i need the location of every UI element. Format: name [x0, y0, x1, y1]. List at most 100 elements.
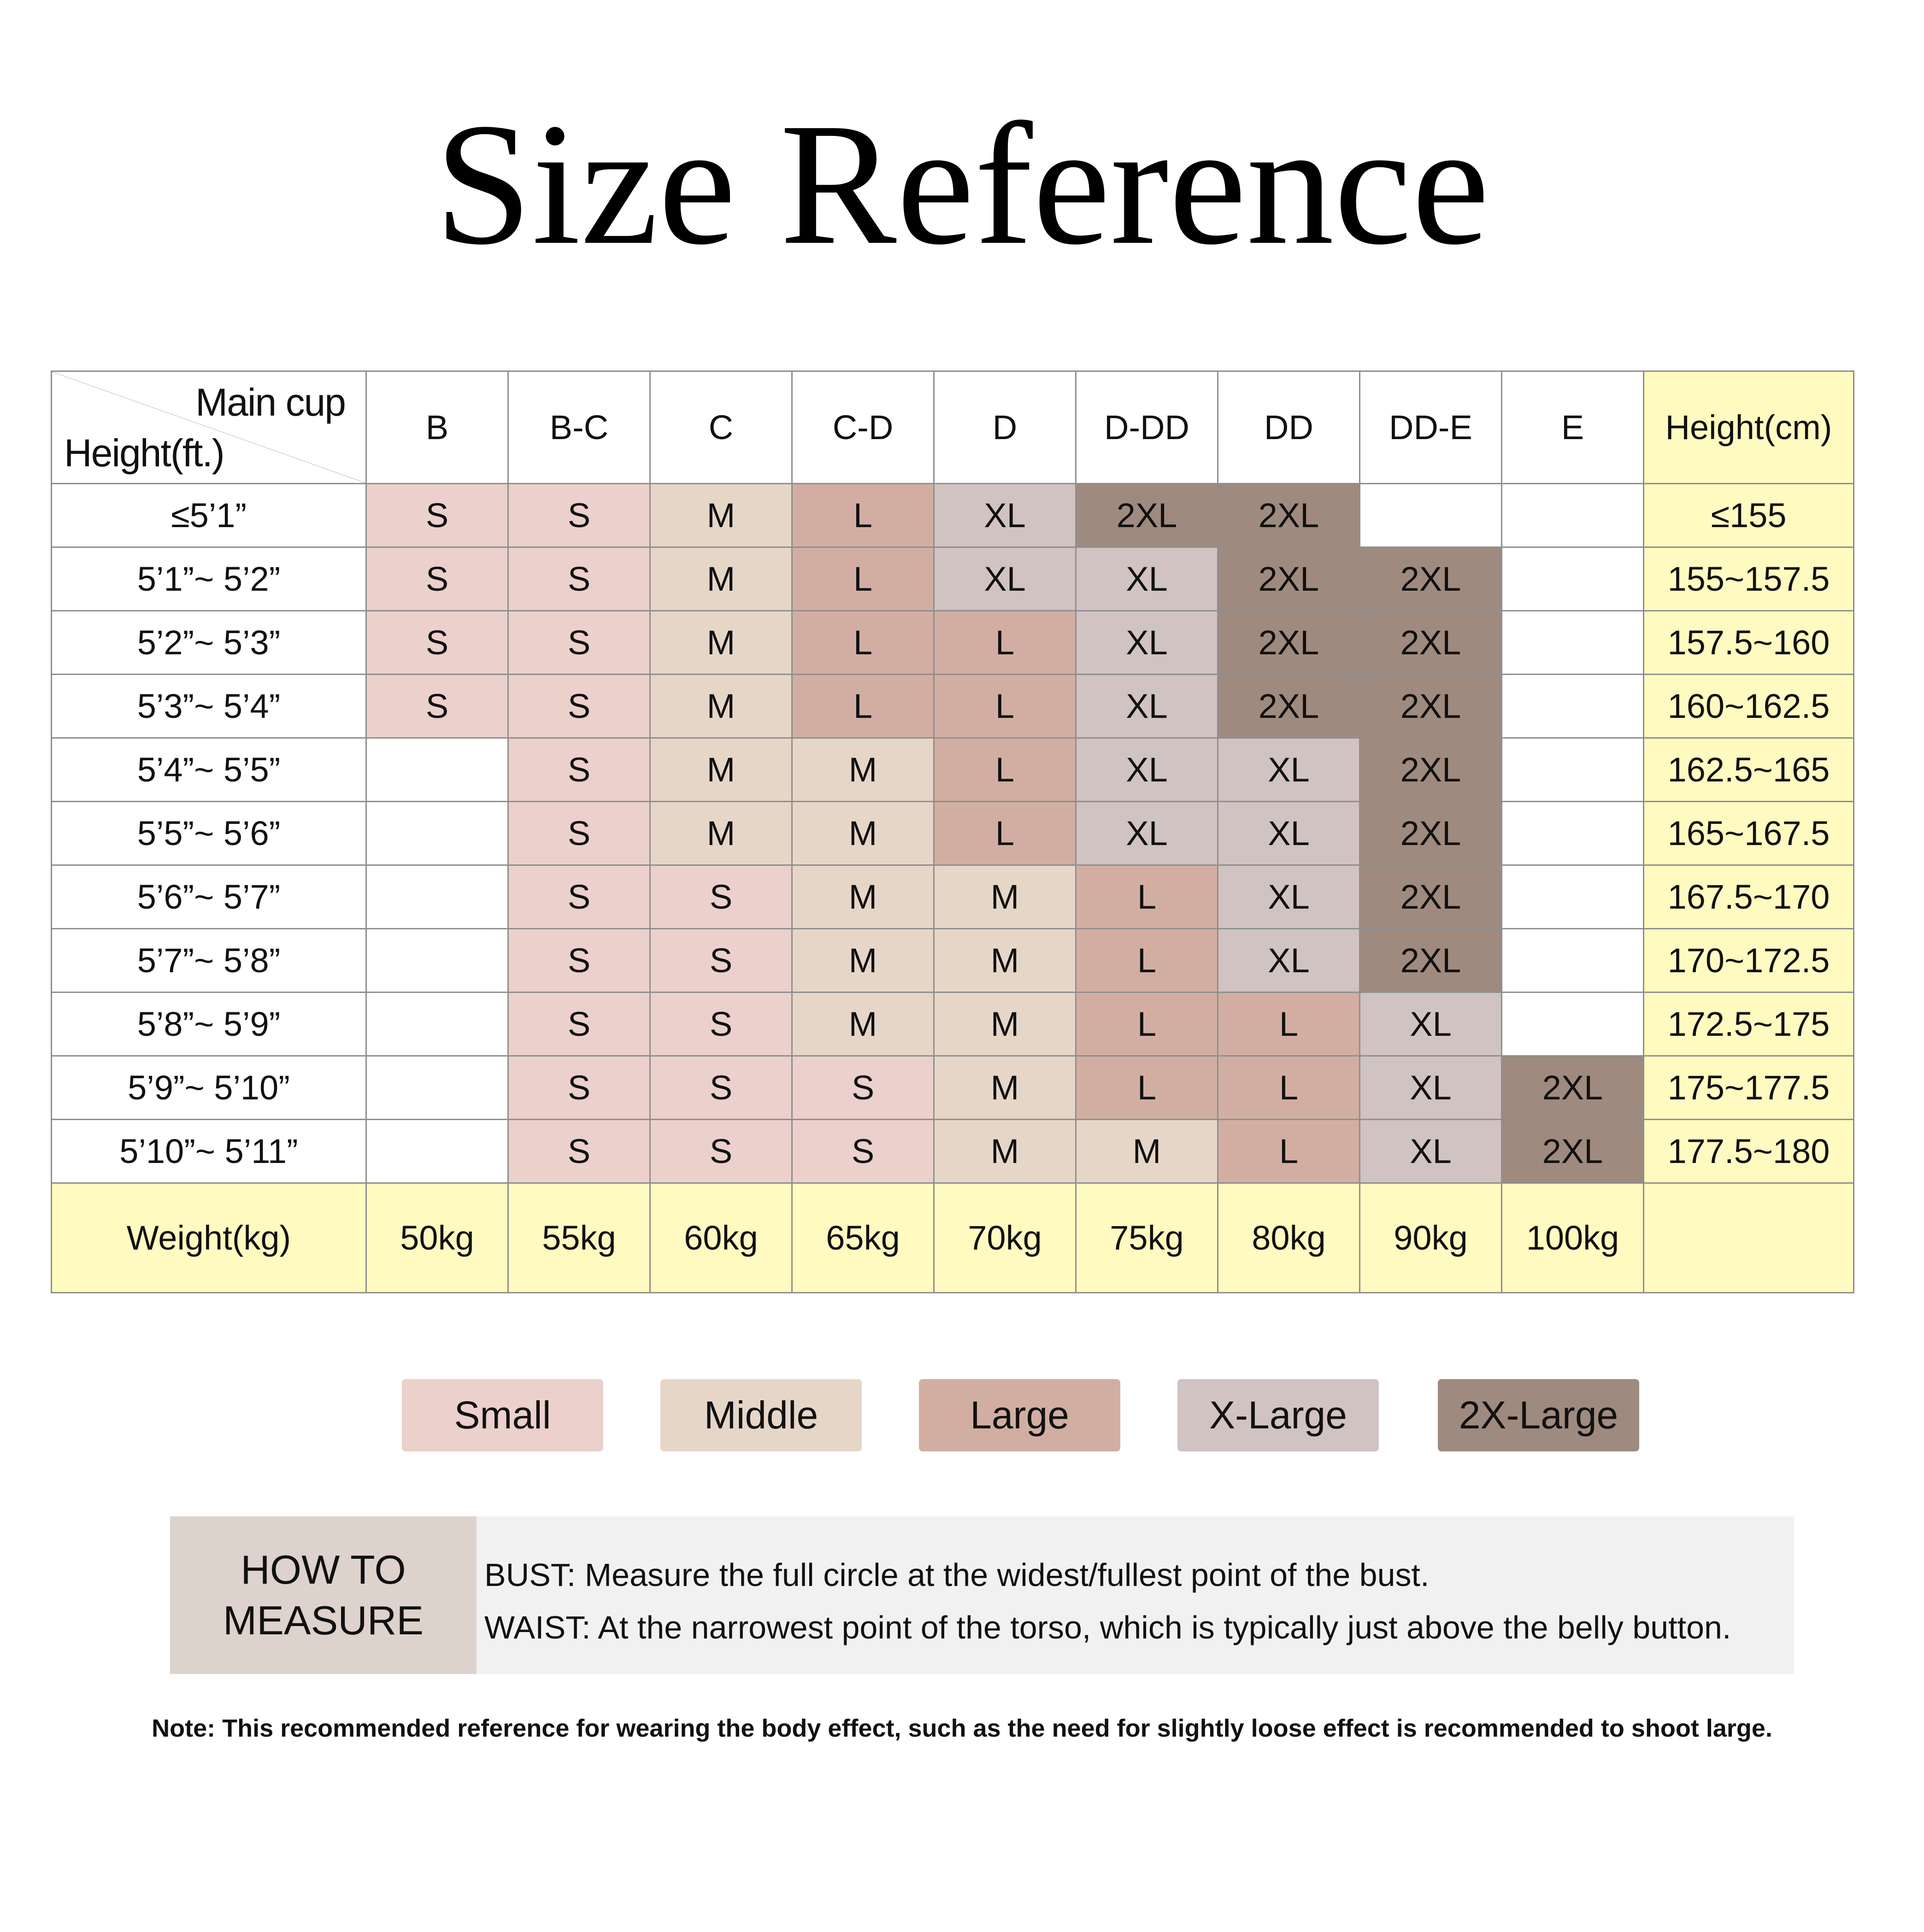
- height-cm-cell: 172.5~175: [1643, 992, 1854, 1057]
- height-cm-cell: 165~167.5: [1643, 801, 1854, 866]
- size-cell: XL: [1075, 546, 1218, 611]
- size-cell: XL: [1359, 992, 1502, 1057]
- size-cell: 2XL: [1359, 610, 1502, 675]
- height-ft-label: Height(ft.): [64, 431, 225, 475]
- size-cell: [1501, 928, 1644, 993]
- size-cell: [1501, 546, 1644, 611]
- how-to-measure-instructions: BUST: Measure the full circle at the wid…: [484, 1549, 1789, 1654]
- legend-small: Small: [402, 1379, 603, 1451]
- size-cell: XL: [1359, 1055, 1502, 1120]
- size-cell: L: [791, 674, 935, 739]
- how-to-measure-label: HOW TO MEASURE: [170, 1516, 477, 1674]
- size-legend: Small Middle Large X-Large 2X-Large: [0, 1379, 1924, 1451]
- height-ft-cell: 5’7”~ 5’8”: [51, 928, 367, 993]
- diagonal-divider: [52, 372, 365, 483]
- size-cell: [1501, 737, 1644, 802]
- height-ft-cell: 5’8”~ 5’9”: [51, 992, 367, 1057]
- cup-header-c-d: C-D: [791, 370, 935, 484]
- size-cell: S: [365, 483, 509, 548]
- size-cell: [365, 1055, 509, 1120]
- size-cell: L: [1217, 1119, 1360, 1184]
- table-row: 5’2”~ 5’3” S S M L L XL 2XL 2XL 157.5~160: [51, 610, 1854, 675]
- size-cell: [1501, 674, 1644, 739]
- cup-header-dd-e: DD-E: [1359, 370, 1502, 484]
- height-ft-cell: 5’2”~ 5’3”: [51, 610, 367, 675]
- table-row: 5’9”~ 5’10” S S S M L L XL 2XL 175~177.5: [51, 1055, 1854, 1120]
- size-cell: XL: [1075, 674, 1218, 739]
- how-to-measure-line2: MEASURE: [223, 1597, 424, 1643]
- size-cell: L: [791, 610, 935, 675]
- size-cell: L: [791, 546, 935, 611]
- size-cell: XL: [1359, 1119, 1502, 1184]
- height-ft-cell: 5’4”~ 5’5”: [51, 737, 367, 802]
- how-to-measure-line1: HOW TO: [241, 1547, 406, 1592]
- size-cell: [365, 928, 509, 993]
- size-cell: M: [649, 546, 793, 611]
- size-cell: S: [507, 483, 651, 548]
- size-cell: XL: [1075, 610, 1218, 675]
- table-row: 5’3”~ 5’4” S S M L L XL 2XL 2XL 160~162.5: [51, 674, 1854, 739]
- size-cell: [1501, 801, 1644, 866]
- size-cell: L: [791, 483, 935, 548]
- size-cell: 2XL: [1217, 610, 1360, 675]
- main-cup-label: Main cup: [195, 381, 346, 424]
- size-cell: L: [1217, 1055, 1360, 1120]
- height-cm-cell: 160~162.5: [1643, 674, 1854, 739]
- size-cell: XL: [1075, 737, 1218, 802]
- size-cell: M: [933, 1119, 1077, 1184]
- legend-x-large: X-Large: [1177, 1379, 1379, 1451]
- weight-cell: 50kg: [365, 1182, 509, 1293]
- size-cell: M: [649, 610, 793, 675]
- cup-header-c: C: [649, 370, 793, 484]
- size-cell: M: [649, 737, 793, 802]
- cup-header-b-c: B-C: [507, 370, 651, 484]
- how-to-measure-panel: HOW TO MEASURE BUST: Measure the full ci…: [170, 1516, 1794, 1674]
- legend-middle: Middle: [660, 1379, 862, 1451]
- cup-header-dd: DD: [1217, 370, 1360, 484]
- table-row: 5’5”~ 5’6” S M M L XL XL 2XL 165~167.5: [51, 801, 1854, 866]
- size-cell: M: [649, 674, 793, 739]
- size-cell: S: [649, 1055, 793, 1120]
- height-cm-cell: 162.5~165: [1643, 737, 1854, 802]
- size-cell: XL: [933, 483, 1077, 548]
- size-cell: S: [507, 610, 651, 675]
- weight-cell: 70kg: [933, 1182, 1077, 1293]
- table-row: ≤5’1” S S M L XL 2XL 2XL ≤155: [51, 483, 1854, 548]
- weight-cell: 75kg: [1075, 1182, 1218, 1293]
- weight-cell: 80kg: [1217, 1182, 1360, 1293]
- size-cell: S: [507, 992, 651, 1057]
- table-row: 5’8”~ 5’9” S S M M L L XL 172.5~175: [51, 992, 1854, 1057]
- footnote: Note: This recommended reference for wea…: [152, 1715, 1772, 1742]
- size-cell: L: [1217, 992, 1360, 1057]
- size-cell: 2XL: [1501, 1055, 1644, 1120]
- size-cell: S: [507, 928, 651, 993]
- weight-empty-cell: [1643, 1182, 1854, 1293]
- legend-2x-large: 2X-Large: [1438, 1379, 1639, 1451]
- table-row: 5’10”~ 5’11” S S S M M L XL 2XL 177.5~180: [51, 1119, 1854, 1184]
- size-cell: 2XL: [1075, 483, 1218, 548]
- corner-header-cell: Main cup Height(ft.): [51, 370, 367, 484]
- size-cell: [365, 1119, 509, 1184]
- height-cm-cell: 157.5~160: [1643, 610, 1854, 675]
- size-cell: 2XL: [1359, 864, 1502, 929]
- size-cell: S: [791, 1055, 935, 1120]
- size-cell: L: [1075, 1055, 1218, 1120]
- size-cell: [365, 801, 509, 866]
- size-cell: S: [507, 1055, 651, 1120]
- size-cell: 2XL: [1359, 737, 1502, 802]
- size-cell: 2XL: [1359, 546, 1502, 611]
- size-cell: XL: [1217, 737, 1360, 802]
- size-cell: M: [933, 928, 1077, 993]
- size-cell: S: [365, 674, 509, 739]
- size-cell: M: [649, 801, 793, 866]
- size-cell: S: [507, 546, 651, 611]
- size-cell: L: [933, 610, 1077, 675]
- bust-instruction: BUST: Measure the full circle at the wid…: [484, 1557, 1430, 1593]
- height-ft-cell: 5’10”~ 5’11”: [51, 1119, 367, 1184]
- size-cell: L: [933, 674, 1077, 739]
- height-cm-cell: ≤155: [1643, 483, 1854, 548]
- height-cm-cell: 177.5~180: [1643, 1119, 1854, 1184]
- weight-cell: 90kg: [1359, 1182, 1502, 1293]
- size-cell: L: [1075, 928, 1218, 993]
- height-cm-header: Height(cm): [1643, 370, 1854, 484]
